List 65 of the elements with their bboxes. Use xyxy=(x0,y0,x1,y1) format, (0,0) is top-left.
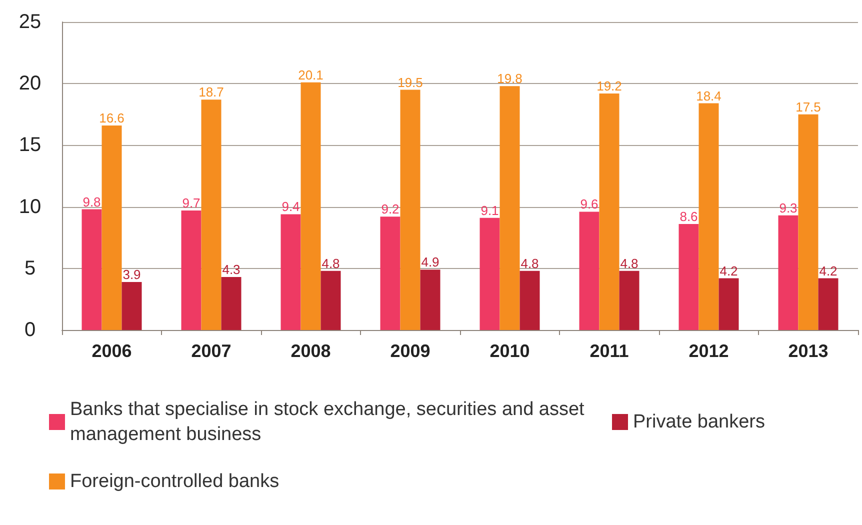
data-label: 9.4 xyxy=(282,199,300,214)
bar xyxy=(818,278,838,330)
bar xyxy=(122,282,142,330)
x-tick-label: 2006 xyxy=(92,341,132,361)
data-label: 9.1 xyxy=(480,202,499,218)
bar xyxy=(520,270,540,330)
bar xyxy=(599,93,620,330)
data-label: 9.7 xyxy=(182,195,200,210)
bar xyxy=(678,224,699,330)
x-tick-label: 2013 xyxy=(788,341,828,361)
data-label: 4.8 xyxy=(322,256,340,271)
data-label: 9.3 xyxy=(779,200,798,216)
data-label: 8.6 xyxy=(680,209,698,224)
bar xyxy=(400,90,420,330)
bar xyxy=(181,210,202,330)
bar xyxy=(300,82,321,330)
data-label: 16.6 xyxy=(99,110,124,126)
x-tick-label: 2010 xyxy=(490,341,530,361)
data-label: 18.7 xyxy=(198,84,224,100)
x-tick-label: 2008 xyxy=(290,341,331,361)
bar xyxy=(698,103,719,330)
x-tick-label: 2011 xyxy=(590,341,629,361)
x-tick-label: 2009 xyxy=(390,341,430,361)
legend-label: Foreign-controlled banks xyxy=(70,471,280,492)
bar xyxy=(619,270,640,330)
data-label: 9.6 xyxy=(580,196,598,212)
data-label: 4.9 xyxy=(421,254,440,270)
data-label: 9.2 xyxy=(381,202,400,217)
data-label: 4.8 xyxy=(520,256,539,271)
x-tick-label: 2012 xyxy=(688,341,729,361)
bar xyxy=(798,114,818,330)
data-label: 20.1 xyxy=(298,67,324,82)
bar xyxy=(280,214,301,330)
bar xyxy=(320,270,341,330)
data-label: 18.4 xyxy=(696,88,722,104)
data-label: 19.2 xyxy=(596,78,622,94)
data-label: 4.2 xyxy=(819,263,838,278)
bar xyxy=(579,212,600,330)
data-label: 17.5 xyxy=(796,99,821,114)
legend-label: Banks that specialise in stock exchange, securities and asset management business xyxy=(70,399,590,445)
bar xyxy=(500,86,520,330)
data-label: 3.9 xyxy=(122,266,141,282)
y-tick-label: 10 xyxy=(18,196,42,218)
data-label: 19.5 xyxy=(398,74,423,90)
data-label: 9.8 xyxy=(82,194,101,210)
y-tick-label: 25 xyxy=(18,11,42,33)
y-tick-label: 15 xyxy=(18,134,42,156)
bar xyxy=(480,218,500,330)
y-tick-label: 20 xyxy=(18,72,42,95)
legend-label: Private bankers xyxy=(633,412,766,432)
bar xyxy=(380,216,400,330)
bar xyxy=(102,125,122,330)
data-label: 4.3 xyxy=(222,262,240,278)
bar xyxy=(82,209,102,330)
x-tick-label: 2007 xyxy=(191,341,232,361)
data-label: 4.8 xyxy=(620,256,638,271)
data-label: 4.2 xyxy=(720,263,738,278)
y-tick-label: 5 xyxy=(24,257,36,280)
data-label: 19.8 xyxy=(497,71,522,86)
bar xyxy=(420,270,440,330)
bar xyxy=(778,215,798,330)
bar xyxy=(201,100,222,330)
bar xyxy=(221,277,242,330)
bar xyxy=(718,278,739,330)
y-tick-label: 0 xyxy=(24,319,36,341)
